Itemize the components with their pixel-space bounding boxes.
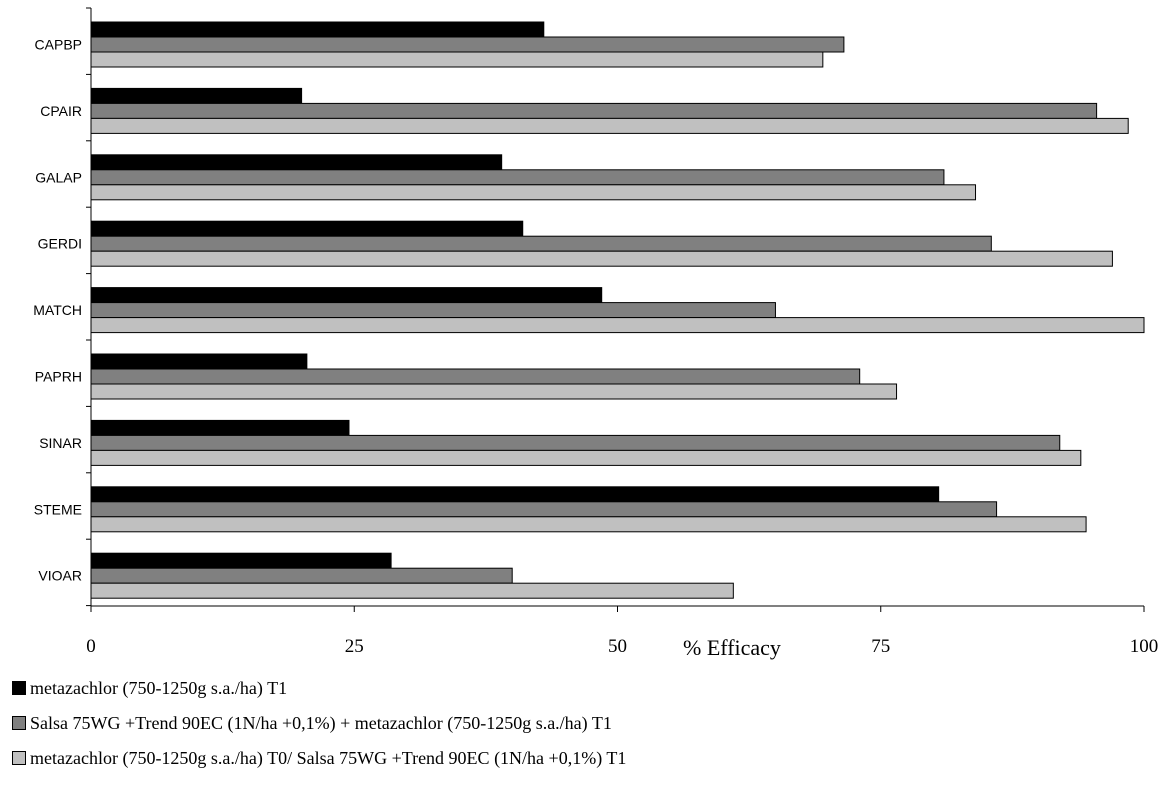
bar-steme-series-2 xyxy=(90,501,998,518)
bar-paprh-series-2 xyxy=(90,368,861,385)
bar-paprh-series-3 xyxy=(90,383,898,400)
bar-capbp-series-1 xyxy=(90,21,545,38)
bars xyxy=(90,21,1145,599)
x-tick-label: 100 xyxy=(1130,636,1159,657)
bar-match-series-3 xyxy=(90,317,1145,334)
bar-cpair-series-2 xyxy=(90,102,1098,119)
x-axis-title: % Efficacy xyxy=(683,635,781,660)
legend-item-series-3: metazachlor (750-1250g s.a./ha) T0/ Sals… xyxy=(12,748,626,768)
category-label: VIOAR xyxy=(38,568,82,584)
category-labels: CAPBP CPAIR GALAP GERDI MATCH PAPRH SINAR STEME… xyxy=(33,37,82,584)
legend-label-series-3: metazachlor (750-1250g s.a./ha) T0/ Sals… xyxy=(30,747,627,768)
bar-gerdi-series-1 xyxy=(90,220,524,237)
bar-cpair-series-1 xyxy=(90,87,303,104)
legend-label-series-2: Salsa 75WG +Trend 90EC (1N/ha +0,1%) + m… xyxy=(30,712,612,733)
category-label: GERDI xyxy=(38,236,82,252)
x-tick-label: 50 xyxy=(608,636,627,657)
bar-gerdi-series-3 xyxy=(90,250,1113,267)
category-label: MATCH xyxy=(33,302,82,318)
bar-sinar-series-2 xyxy=(90,434,1061,451)
category-label: SINAR xyxy=(39,435,82,451)
bar-steme-series-3 xyxy=(90,516,1087,533)
legend-item-series-1: metazachlor (750-1250g s.a./ha) T1 xyxy=(12,678,626,698)
legend-label-series-1: metazachlor (750-1250g s.a./ha) T1 xyxy=(30,677,288,698)
bar-sinar-series-3 xyxy=(90,449,1082,466)
x-tick-label: 75 xyxy=(871,636,890,657)
bar-vioar-series-3 xyxy=(90,582,734,599)
bar-match-series-1 xyxy=(90,287,603,304)
axes xyxy=(86,7,1145,612)
x-tick-label: 25 xyxy=(345,636,364,657)
bar-chart: CAPBP CPAIR GALAP GERDI MATCH PAPRH SINAR STEME… xyxy=(33,7,1158,660)
bar-gerdi-series-2 xyxy=(90,235,992,252)
bar-galap-series-1 xyxy=(90,154,503,171)
category-label: CPAIR xyxy=(40,103,82,119)
legend-swatch-series-2 xyxy=(12,716,26,730)
bar-steme-series-1 xyxy=(90,486,940,503)
bar-paprh-series-1 xyxy=(90,353,308,370)
legend-swatch-series-3 xyxy=(12,751,26,765)
legend: metazachlor (750-1250g s.a./ha) T1 Salsa… xyxy=(12,678,626,783)
category-label: STEME xyxy=(34,501,82,517)
bar-capbp-series-3 xyxy=(90,51,824,68)
bar-galap-series-2 xyxy=(90,169,945,186)
category-label: PAPRH xyxy=(35,369,82,385)
bar-vioar-series-2 xyxy=(90,567,513,584)
bar-sinar-series-1 xyxy=(90,419,350,436)
bar-galap-series-3 xyxy=(90,184,977,201)
legend-item-series-2: Salsa 75WG +Trend 90EC (1N/ha +0,1%) + m… xyxy=(12,713,626,733)
bar-cpair-series-3 xyxy=(90,117,1129,134)
x-tick-label: 0 xyxy=(86,636,96,657)
x-tick-labels: 0 25 50 75 100 xyxy=(86,636,1158,657)
category-label: CAPBP xyxy=(35,37,82,53)
bar-match-series-2 xyxy=(90,302,776,319)
bar-capbp-series-2 xyxy=(90,36,845,53)
category-label: GALAP xyxy=(35,169,82,185)
legend-swatch-series-1 xyxy=(12,681,26,695)
bar-vioar-series-1 xyxy=(90,552,392,569)
